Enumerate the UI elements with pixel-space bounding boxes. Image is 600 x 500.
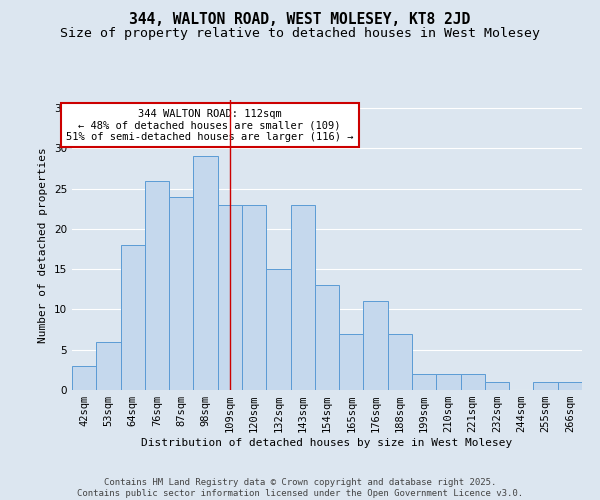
Text: Size of property relative to detached houses in West Molesey: Size of property relative to detached ho… [60, 28, 540, 40]
Bar [339, 334, 364, 390]
Bar [558, 382, 582, 390]
Bar [364, 302, 388, 390]
Bar [169, 196, 193, 390]
Bar [436, 374, 461, 390]
Text: 344, WALTON ROAD, WEST MOLESEY, KT8 2JD: 344, WALTON ROAD, WEST MOLESEY, KT8 2JD [130, 12, 470, 28]
Bar [461, 374, 485, 390]
Bar [290, 204, 315, 390]
Bar [96, 342, 121, 390]
Text: 344 WALTON ROAD: 112sqm
← 48% of detached houses are smaller (109)
51% of semi-d: 344 WALTON ROAD: 112sqm ← 48% of detache… [66, 108, 353, 142]
Bar [121, 245, 145, 390]
Text: Contains HM Land Registry data © Crown copyright and database right 2025.
Contai: Contains HM Land Registry data © Crown c… [77, 478, 523, 498]
Bar [485, 382, 509, 390]
Bar [193, 156, 218, 390]
Y-axis label: Number of detached properties: Number of detached properties [38, 147, 49, 343]
X-axis label: Distribution of detached houses by size in West Molesey: Distribution of detached houses by size … [142, 438, 512, 448]
Bar [533, 382, 558, 390]
Bar [145, 180, 169, 390]
Bar [266, 269, 290, 390]
Bar [242, 204, 266, 390]
Bar [388, 334, 412, 390]
Bar [315, 286, 339, 390]
Bar [218, 204, 242, 390]
Bar [72, 366, 96, 390]
Bar [412, 374, 436, 390]
